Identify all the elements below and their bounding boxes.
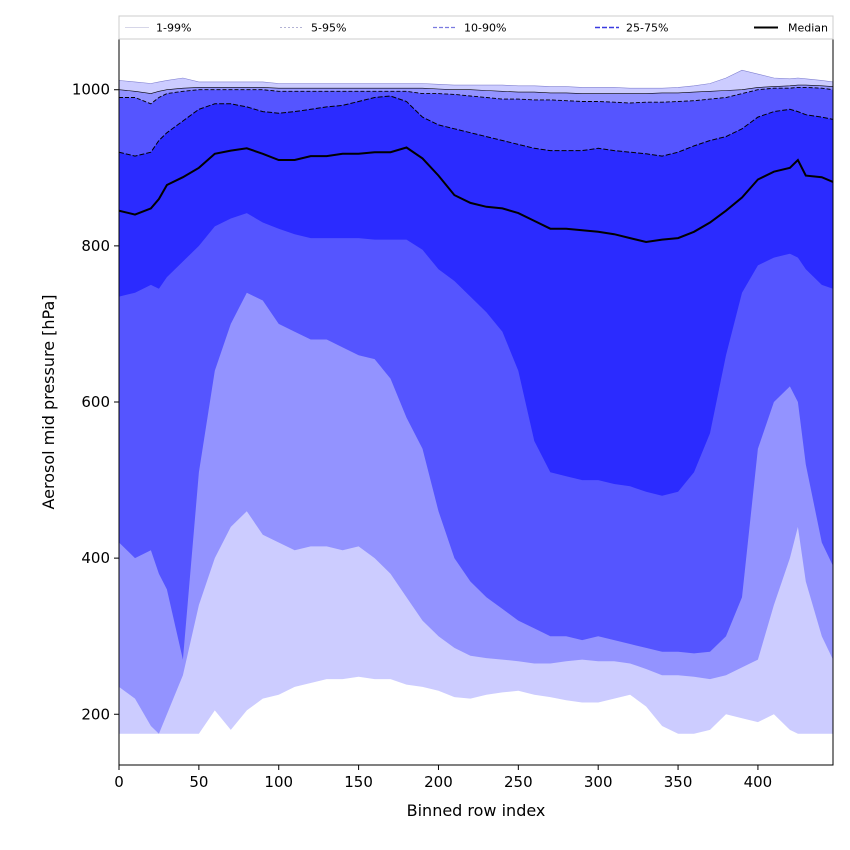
line-25-75-upper (119, 95, 833, 157)
series-lines (119, 69, 833, 244)
legend-label: 25-75% (626, 22, 668, 35)
plot-area (119, 70, 833, 734)
legend-label: 5-95% (311, 22, 346, 35)
x-tick-label: 350 (664, 773, 693, 791)
legend-label: 1-99% (156, 22, 191, 35)
y-tick-label: 200 (81, 705, 110, 723)
x-axis: 0 50 100 150 200 250 300 350 400 (114, 765, 772, 791)
x-tick-label: 250 (504, 773, 533, 791)
x-tick-label: 0 (114, 773, 124, 791)
legend-label: 10-90% (464, 22, 506, 35)
line-1-99-upper (119, 69, 833, 89)
x-tick-label: 150 (344, 773, 373, 791)
band-25-75 (119, 96, 833, 496)
legend: 1-99% 5-95% 10-90% 25-75% Median (118, 15, 834, 40)
x-tick-label: 300 (584, 773, 613, 791)
x-axis-label: Binned row index (407, 801, 546, 820)
legend-label: Median (788, 22, 828, 35)
line-5-95-upper (119, 84, 833, 94)
median-line (119, 146, 833, 244)
legend-box (118, 15, 834, 40)
y-tick-label: 600 (81, 393, 110, 411)
x-tick-label: 100 (264, 773, 293, 791)
x-tick-label: 200 (424, 773, 453, 791)
x-tick-label: 400 (744, 773, 773, 791)
y-tick-label: 400 (81, 549, 110, 567)
y-tick-label: 1000 (72, 81, 110, 99)
y-axis-label: Aerosol mid pressure [hPa] (39, 294, 58, 509)
y-axis: 200 400 600 800 1000 (72, 81, 119, 723)
y-tick-label: 800 (81, 237, 110, 255)
line-10-90-upper (119, 86, 833, 105)
x-tick-label: 50 (189, 773, 208, 791)
